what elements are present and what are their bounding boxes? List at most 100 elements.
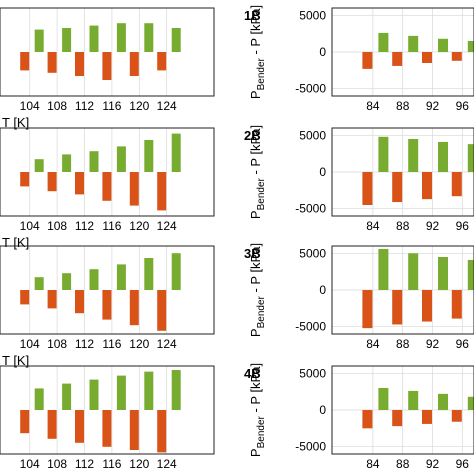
bar-positive bbox=[144, 23, 154, 52]
x-tick-label: 88 bbox=[396, 219, 410, 233]
panel-label: 3B bbox=[244, 246, 261, 261]
x-tick-label: 104 bbox=[20, 99, 40, 113]
bar-positive bbox=[438, 141, 448, 172]
y-axis-label: PBender - P [kPa] bbox=[248, 125, 267, 219]
x-tick-label: 96 bbox=[456, 99, 470, 113]
bar-negative bbox=[129, 172, 139, 206]
x-tick-label: 108 bbox=[47, 457, 67, 471]
x-tick-label: 84 bbox=[366, 219, 380, 233]
bar-positive bbox=[408, 390, 419, 410]
y-tick-label: 0 bbox=[319, 283, 326, 297]
panel-label: 1B bbox=[244, 8, 261, 23]
bar-negative bbox=[157, 290, 167, 331]
bar-negative bbox=[129, 410, 139, 450]
x-tick-label: 92 bbox=[426, 457, 440, 471]
y-tick-label: 0 bbox=[319, 165, 326, 179]
y-tick-label: 5000 bbox=[299, 8, 326, 22]
bar-negative bbox=[75, 52, 84, 76]
bar-negative bbox=[75, 172, 84, 195]
x-tick-label: 124 bbox=[157, 219, 177, 233]
x-tick-label: 84 bbox=[366, 99, 380, 113]
x-tick-label: 104 bbox=[20, 337, 40, 351]
bar-negative bbox=[392, 410, 403, 427]
bar-negative bbox=[392, 290, 403, 325]
bar-positive bbox=[438, 393, 448, 410]
bar-positive bbox=[408, 253, 419, 290]
bar-negative bbox=[102, 290, 112, 320]
bar-positive bbox=[171, 253, 181, 290]
x-tick-label: 108 bbox=[47, 219, 67, 233]
bar-negative bbox=[362, 52, 373, 69]
bar-positive bbox=[34, 29, 44, 52]
x-tick-label: 120 bbox=[129, 99, 149, 113]
bar-negative bbox=[362, 172, 373, 205]
bar-positive bbox=[116, 375, 126, 410]
x-tick-label: 84 bbox=[366, 337, 380, 351]
bar-negative bbox=[20, 410, 30, 434]
bar-positive bbox=[116, 146, 126, 172]
x-tick-label: 88 bbox=[396, 457, 410, 471]
x-tick-label: 124 bbox=[157, 99, 177, 113]
bar-negative bbox=[422, 410, 432, 424]
y-tick-label: 0 bbox=[319, 45, 326, 59]
x-axis-label: T [K] bbox=[2, 353, 29, 368]
y-tick-label: 5000 bbox=[299, 246, 326, 260]
chart-panel-1: 104 108 112 116 120 124 T [K] bbox=[0, 7, 215, 130]
bar-positive bbox=[89, 25, 99, 52]
bar-negative bbox=[451, 410, 462, 422]
bar-positive bbox=[378, 388, 389, 410]
bar-positive bbox=[116, 23, 126, 52]
bar-negative bbox=[422, 172, 432, 200]
y-axis-label: PBender - P [kPa] bbox=[248, 243, 267, 337]
bar-positive bbox=[62, 383, 72, 410]
x-tick-label: 104 bbox=[20, 457, 40, 471]
bar-negative bbox=[392, 52, 403, 66]
x-tick-label: 84 bbox=[366, 457, 380, 471]
bar-positive bbox=[89, 269, 99, 290]
bar-negative bbox=[157, 52, 167, 71]
bar-positive bbox=[34, 159, 44, 172]
axes-frame bbox=[331, 365, 474, 455]
x-tick-label: 92 bbox=[426, 219, 440, 233]
bar-positive bbox=[467, 144, 474, 172]
x-tick-label: 124 bbox=[157, 337, 177, 351]
y-tick-label: -5000 bbox=[295, 320, 326, 334]
bar-negative bbox=[451, 172, 462, 197]
bar-positive bbox=[378, 136, 389, 172]
bar-positive bbox=[171, 28, 181, 52]
y-tick-label: -5000 bbox=[295, 440, 326, 454]
bar-positive bbox=[438, 38, 448, 52]
y-tick-label: 0 bbox=[319, 403, 326, 417]
bar-negative bbox=[392, 172, 403, 203]
x-tick-label: 112 bbox=[75, 219, 94, 233]
chart-panel-5: 104 108 112 116 120 124 T [K] bbox=[0, 245, 215, 368]
chart-panel-3: 104 108 112 116 120 124 T [K] bbox=[0, 127, 215, 250]
x-tick-label: 104 bbox=[20, 219, 40, 233]
x-tick-label: 96 bbox=[456, 457, 470, 471]
bar-positive bbox=[467, 259, 474, 290]
y-axis-label: PBender - P [kPa] bbox=[248, 363, 267, 457]
bar-positive bbox=[144, 140, 154, 172]
axes-frame bbox=[0, 127, 215, 217]
axes-frame bbox=[331, 7, 474, 97]
bar-positive bbox=[171, 370, 181, 410]
x-axis-label: T [K] bbox=[2, 115, 29, 130]
bar-negative bbox=[129, 290, 139, 326]
bar-negative bbox=[157, 410, 167, 453]
bar-positive bbox=[62, 154, 72, 172]
x-tick-label: 92 bbox=[426, 99, 440, 113]
x-tick-label: 96 bbox=[456, 219, 470, 233]
x-tick-label: 112 bbox=[75, 99, 94, 113]
axes-frame bbox=[331, 245, 474, 335]
bar-positive bbox=[438, 257, 448, 290]
bar-positive bbox=[378, 32, 389, 52]
bar-positive bbox=[144, 258, 154, 290]
bar-positive bbox=[467, 396, 474, 410]
x-tick-label: 116 bbox=[102, 457, 121, 471]
y-tick-label: -5000 bbox=[295, 202, 326, 216]
panel-label: 2B bbox=[244, 128, 261, 143]
panel-label: 4B bbox=[244, 366, 261, 381]
